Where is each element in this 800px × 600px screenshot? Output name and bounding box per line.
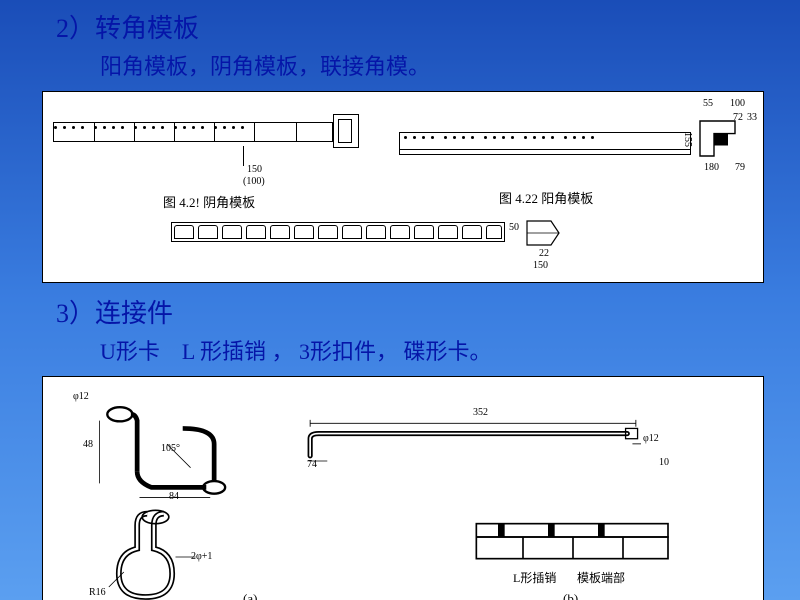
inner-corner-section — [333, 114, 359, 148]
caption-inner: 图 4.2! 阴角模板 — [163, 192, 255, 211]
inner-corner-bar — [53, 122, 333, 142]
dim-r16: R16 — [89, 587, 106, 598]
joint-corner-bar — [171, 222, 505, 242]
dim-352: 352 — [473, 407, 488, 418]
dim-150b: 150 — [533, 260, 548, 271]
section2-heading: 2）转角模板 — [56, 8, 800, 45]
formwork-end-drawing — [473, 517, 673, 567]
l-pin-drawing — [293, 413, 653, 473]
diagram-corner-templates: 150 (100) 55 100 33 72 155 180 79 图 4.2! — [42, 91, 764, 283]
dim-22: 22 — [539, 248, 549, 259]
dim-48: 48 — [83, 439, 93, 450]
dim-180: 180 — [704, 162, 719, 173]
dim-79: 79 — [735, 162, 745, 173]
label-end: 模板端部 — [577, 569, 625, 586]
caption-outer: 图 4.22 阳角模板 — [499, 188, 593, 207]
slide: 2）转角模板 阳角模板，阴角模板，联接角模。 150 (100) — [0, 0, 800, 600]
dim-155: 155 — [682, 132, 693, 147]
dim-10: 10 — [659, 457, 669, 468]
label-lpin: L形插销 — [513, 569, 556, 586]
dim-100: (100) — [243, 176, 265, 187]
dim-74: 74 — [307, 459, 317, 470]
section2-sub: 阳角模板，阴角模板，联接角模。 — [100, 49, 800, 81]
dim-84: 84 — [169, 491, 179, 502]
dim-100b: 100 — [730, 98, 745, 109]
label-a: (a) — [243, 591, 257, 600]
dim-2phi1: 2φ+1 — [191, 551, 212, 562]
dim-105: 105° — [161, 443, 180, 454]
dim-50: 50 — [509, 222, 519, 233]
label-b: (b) — [563, 591, 578, 600]
dim-72: 72 — [733, 112, 743, 123]
section3-sub: U形卡 L 形插销 ， 3形扣件， 碟形卡。 — [100, 334, 800, 366]
dim-33: 33 — [747, 112, 757, 123]
diagram-connectors: φ12 48 105° 84 352 74 φ12 10 — [42, 376, 764, 600]
dim-150: 150 — [247, 164, 262, 175]
dim-55: 55 — [703, 98, 713, 109]
dim-phi12: φ12 — [73, 391, 89, 402]
joint-corner-section — [523, 216, 563, 250]
section3-heading: 3）连接件 — [56, 293, 800, 330]
dim-phi12b: φ12 — [643, 433, 659, 444]
